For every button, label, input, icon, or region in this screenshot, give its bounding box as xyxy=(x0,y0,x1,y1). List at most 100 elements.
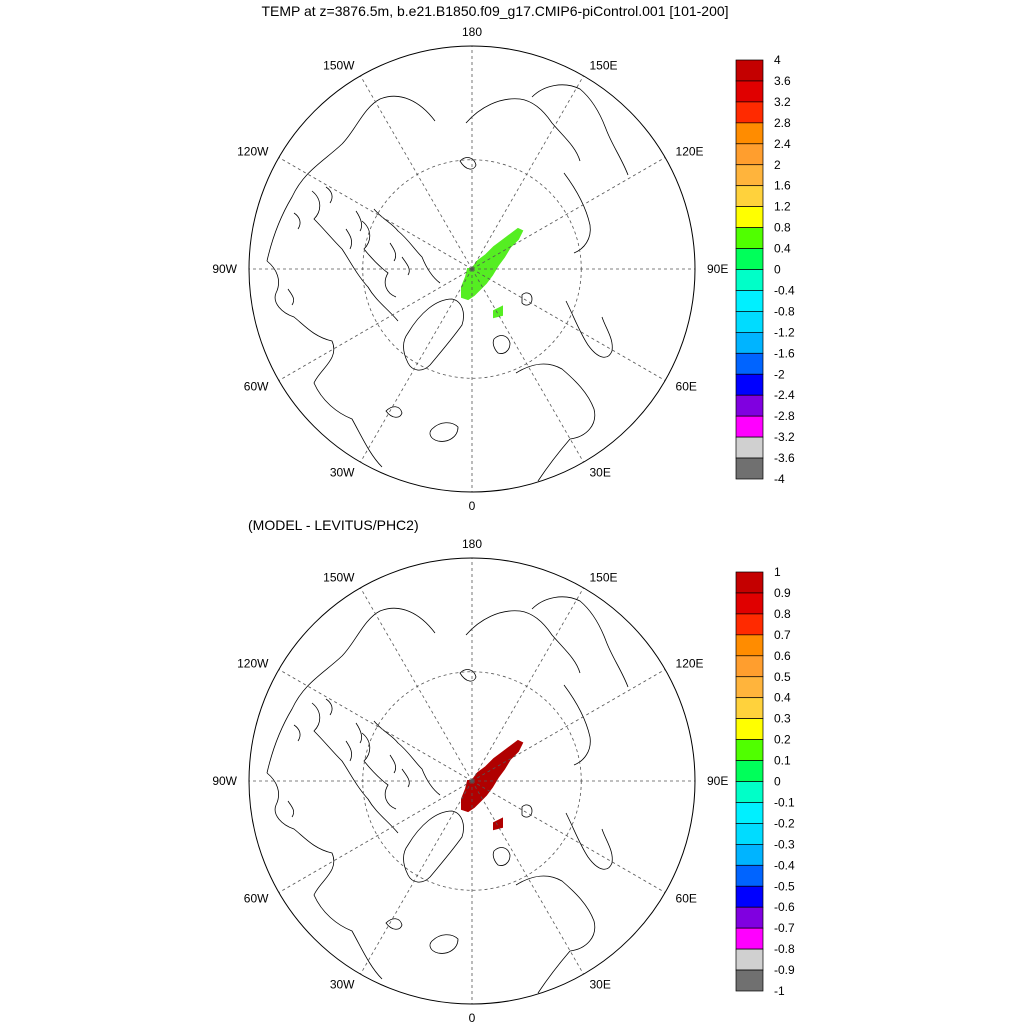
colorbar-segment xyxy=(735,927,764,950)
meridian-line xyxy=(471,75,584,270)
coastline xyxy=(429,934,459,954)
colorbar-tick-label: 0.6 xyxy=(774,649,791,663)
anomaly-field xyxy=(493,817,503,831)
map-boundary xyxy=(248,557,696,1005)
colorbar-segment xyxy=(735,332,764,354)
colorbar-tick-label: -2.8 xyxy=(774,409,795,423)
meridian-line xyxy=(278,780,473,893)
longitude-label: 0 xyxy=(469,1011,476,1024)
meridian-line xyxy=(360,780,473,975)
coastline xyxy=(345,228,353,250)
top-polar-map: 180 150E 120E 90E 60E 30E 0 30W 60W 90W 120W 150W xyxy=(212,25,728,513)
coastline xyxy=(515,875,596,994)
meridian-line xyxy=(471,268,666,381)
coastline xyxy=(266,607,436,774)
longitude-label: 120W xyxy=(237,657,269,671)
coastline xyxy=(325,186,333,204)
longitude-label: 30W xyxy=(330,466,355,480)
top-colorbar: 4 3.6 3.2 2.8 2.4 2 1.6 1.2 0.8 0.4 0 -0.4 -0.8 -1.2 -… xyxy=(735,53,795,486)
coastline xyxy=(531,84,629,176)
colorbar-segment xyxy=(735,59,764,82)
coastline xyxy=(293,212,301,230)
colorbar-tick-label: 3.2 xyxy=(774,95,791,109)
colorbar-segment xyxy=(735,592,764,615)
colorbar-tick-label: 2 xyxy=(774,158,781,172)
longitude-label: 150E xyxy=(590,58,618,72)
longitude-label: 120E xyxy=(676,657,704,671)
longitude-label: 60W xyxy=(244,380,269,394)
colorbar-tick-label: 1.2 xyxy=(774,200,791,214)
coastline xyxy=(361,732,397,810)
coastline xyxy=(401,256,410,276)
longitude-label: 60E xyxy=(676,892,697,906)
longitude-label: 150W xyxy=(323,58,355,72)
colorbar-tick-label: -0.8 xyxy=(774,942,795,956)
figure-title: TEMP at z=3876.5m, b.e21.B1850.f09_g17.C… xyxy=(261,3,728,19)
colorbar-tick-label: -1.2 xyxy=(774,325,795,339)
meridian-line xyxy=(471,587,584,782)
longitude-label: 90W xyxy=(212,774,237,788)
colorbar-segment xyxy=(735,269,764,291)
coastline xyxy=(521,292,533,306)
colorbar-segment xyxy=(735,290,764,312)
meridian-line xyxy=(278,669,473,782)
colorbar-tick-label: 2.8 xyxy=(774,116,791,130)
meridian-line xyxy=(278,157,473,270)
colorbar-segment xyxy=(735,571,764,594)
colorbar-tick-label: -1.6 xyxy=(774,346,795,360)
colorbar-tick-label: 1 xyxy=(774,565,781,579)
colorbar-tick-label: 0.8 xyxy=(774,221,791,235)
longitude-label: 120E xyxy=(676,145,704,159)
longitude-label: 150W xyxy=(323,570,355,584)
meridian-line xyxy=(360,587,473,782)
colorbar-segment xyxy=(735,823,764,845)
coastline xyxy=(311,702,399,834)
coastline xyxy=(355,210,363,232)
colorbar-tick-label: -0.8 xyxy=(774,304,795,318)
colorbar-segment xyxy=(735,436,764,459)
colorbar-tick-label: -3.2 xyxy=(774,430,795,444)
colorbar-tick-label: 0.8 xyxy=(774,607,791,621)
colorbar-tick-label: -2.4 xyxy=(774,388,795,402)
colorbar-tick-label: -0.5 xyxy=(774,879,795,893)
coastline xyxy=(373,208,441,284)
colorbar-segment xyxy=(735,781,764,803)
longitude-label: 60E xyxy=(676,380,697,394)
meridian-line xyxy=(360,268,473,463)
colorbar-tick-label: -2 xyxy=(774,367,785,381)
coastline xyxy=(565,812,613,870)
colorbar-tick-label: 4 xyxy=(774,53,781,67)
colorbar-tick-label: 0.9 xyxy=(774,586,791,600)
bottom-colorbar: 1 0.9 0.8 0.7 0.6 0.5 0.4 0.3 0.2 0.1 0 -0.1 -0.2 -0.… xyxy=(735,565,795,998)
coastline xyxy=(521,804,533,818)
colorbar-segment xyxy=(735,227,764,249)
colorbar-segment xyxy=(735,143,764,166)
colorbar-tick-label: 0.2 xyxy=(774,733,791,747)
meridian-line xyxy=(471,157,666,270)
anomaly-field xyxy=(493,305,503,319)
colorbar-segment xyxy=(735,352,764,375)
longitude-label: 180 xyxy=(462,537,482,551)
colorbar-segment xyxy=(735,80,764,103)
colorbar-segment xyxy=(735,697,764,720)
coastline xyxy=(492,335,511,354)
colorbar-tick-label: -0.3 xyxy=(774,837,795,851)
coastline xyxy=(361,220,397,298)
map-boundary xyxy=(248,45,696,493)
colorbar-tick-label: -0.9 xyxy=(774,963,795,977)
coastline xyxy=(465,610,581,674)
anomaly-field xyxy=(461,227,524,301)
meridian-line xyxy=(471,780,584,975)
coastline xyxy=(563,684,591,766)
coastline xyxy=(385,406,403,418)
coastline xyxy=(266,260,383,468)
bottom-polar-map: 180 150E 120E 90E 60E 30E 0 30W 60W 90W 120W 150W xyxy=(212,537,728,1024)
longitude-label: 60W xyxy=(244,892,269,906)
colorbar-segment xyxy=(735,634,764,657)
colorbar-tick-label: 0.5 xyxy=(774,670,791,684)
coastline xyxy=(373,720,441,796)
colorbar-segment xyxy=(735,655,764,678)
colorbar-tick-label: 0 xyxy=(774,263,781,277)
coastline xyxy=(492,847,511,866)
